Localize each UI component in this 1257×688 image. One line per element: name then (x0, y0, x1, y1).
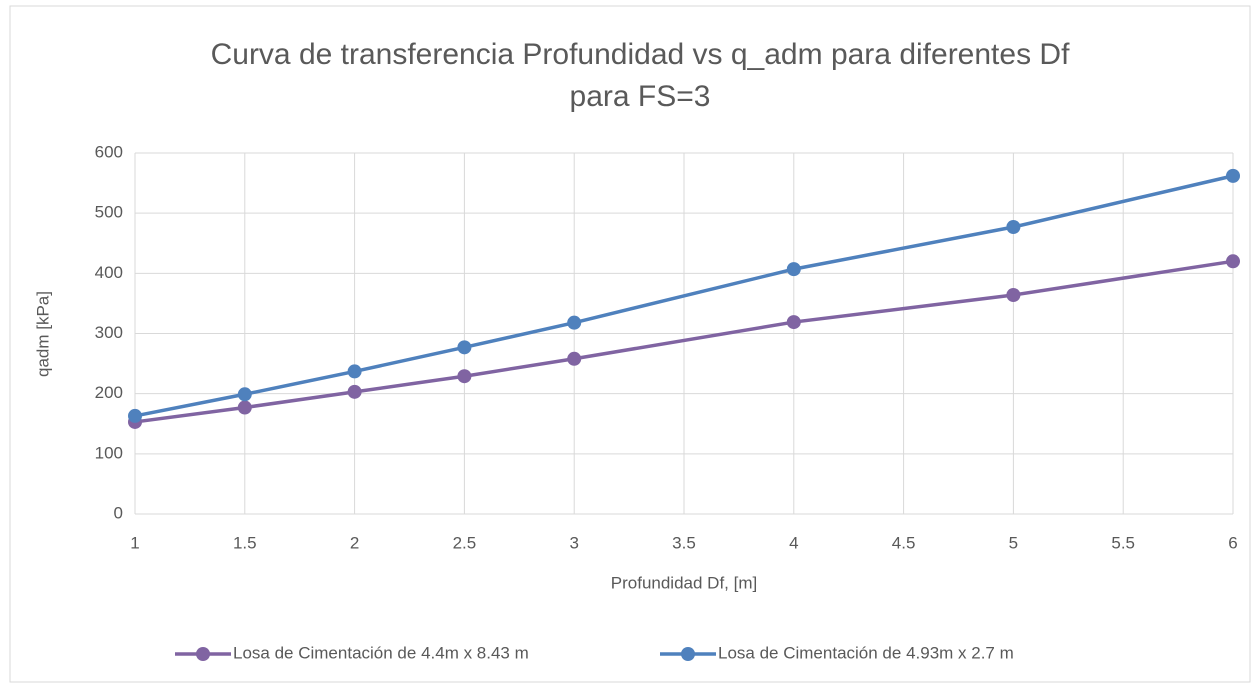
data-point (1006, 287, 1021, 302)
legend-marker (681, 647, 695, 661)
data-point (347, 384, 362, 399)
chart-title: para FS=3 (570, 80, 711, 113)
x-tick-label: 5.5 (1111, 533, 1135, 552)
x-tick-label: 4.5 (892, 533, 916, 552)
x-tick-label: 3 (569, 533, 578, 552)
x-tick-label: 2 (350, 533, 359, 552)
data-point (567, 315, 582, 330)
legend-label: Losa de Cimentación de 4.93m x 2.7 m (718, 643, 1014, 662)
y-tick-label: 600 (95, 142, 123, 161)
data-point (457, 340, 472, 355)
data-point (567, 351, 582, 366)
x-tick-label: 1.5 (233, 533, 257, 552)
legend-label: Losa de Cimentación de 4.4m x 8.43 m (233, 643, 529, 662)
data-point (128, 408, 142, 423)
x-tick-label: 6 (1228, 533, 1237, 552)
data-point (237, 400, 252, 415)
x-tick-label: 1 (130, 533, 139, 552)
y-tick-label: 100 (95, 443, 123, 462)
data-point (457, 369, 472, 384)
y-tick-label: 400 (95, 263, 123, 282)
x-tick-label: 3.5 (672, 533, 696, 552)
y-tick-label: 300 (95, 323, 123, 342)
data-point (786, 262, 801, 277)
data-point (237, 387, 252, 402)
data-point (1006, 220, 1021, 235)
data-point (1226, 254, 1240, 269)
x-tick-label: 5 (1009, 533, 1018, 552)
y-tick-label: 500 (95, 203, 123, 222)
y-tick-label: 200 (95, 383, 123, 402)
data-point (347, 364, 362, 379)
y-tick-label: 0 (114, 503, 123, 522)
chart-frame (9, 5, 1251, 683)
data-point (786, 315, 801, 330)
chart-title: Curva de transferencia Profundidad vs q_… (211, 38, 1070, 71)
y-axis-label: qadm [kPa] (33, 291, 52, 377)
legend-marker (196, 647, 210, 661)
x-tick-label: 2.5 (453, 533, 477, 552)
x-tick-label: 4 (789, 533, 798, 552)
x-axis-label: Profundidad Df, [m] (611, 573, 757, 592)
series-line (134, 259, 1234, 424)
data-point (1226, 168, 1240, 183)
series-line (134, 174, 1234, 418)
